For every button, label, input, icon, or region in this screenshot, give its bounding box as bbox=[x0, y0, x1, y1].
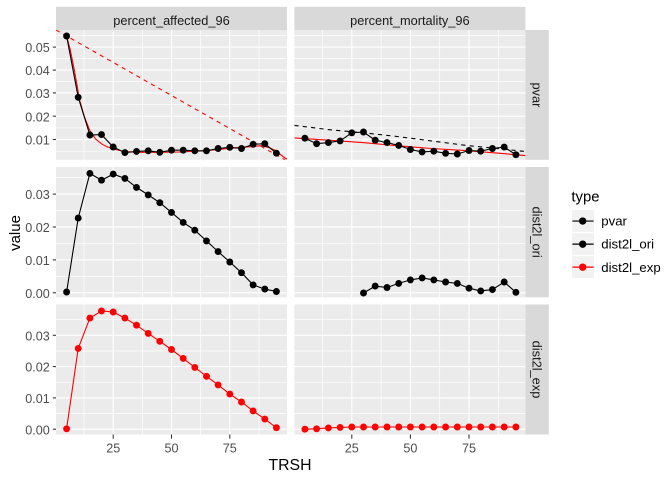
svg-text:percent_affected_96: percent_affected_96 bbox=[113, 13, 229, 28]
svg-text:75: 75 bbox=[223, 442, 237, 456]
svg-text:25: 25 bbox=[106, 442, 120, 456]
svg-text:pvar: pvar bbox=[530, 82, 545, 108]
svg-text:dist2l_exp: dist2l_exp bbox=[530, 341, 545, 399]
svg-text:value: value bbox=[7, 215, 24, 251]
svg-text:75: 75 bbox=[462, 442, 476, 456]
svg-text:0.00: 0.00 bbox=[25, 287, 50, 301]
svg-text:0.01: 0.01 bbox=[25, 392, 50, 406]
svg-text:dist2l_exp: dist2l_exp bbox=[601, 260, 660, 275]
svg-text:0.02: 0.02 bbox=[25, 221, 50, 235]
svg-text:0.02: 0.02 bbox=[25, 110, 50, 124]
svg-text:0.03: 0.03 bbox=[25, 188, 50, 202]
svg-text:0.01: 0.01 bbox=[25, 134, 50, 148]
svg-text:0.05: 0.05 bbox=[25, 41, 50, 55]
svg-text:0.03: 0.03 bbox=[25, 87, 50, 101]
svg-text:50: 50 bbox=[164, 442, 178, 456]
svg-text:0.02: 0.02 bbox=[25, 361, 50, 375]
svg-text:0.03: 0.03 bbox=[25, 329, 50, 343]
svg-text:percent_mortality_96: percent_mortality_96 bbox=[350, 13, 470, 28]
svg-text:type: type bbox=[571, 189, 599, 205]
svg-text:25: 25 bbox=[345, 442, 359, 456]
svg-text:0.01: 0.01 bbox=[25, 254, 50, 268]
svg-text:dist2l_ori: dist2l_ori bbox=[601, 237, 654, 252]
svg-text:0.00: 0.00 bbox=[25, 423, 50, 437]
svg-text:dist2l_ori: dist2l_ori bbox=[530, 206, 545, 257]
svg-text:pvar: pvar bbox=[601, 214, 627, 229]
svg-text:0.04: 0.04 bbox=[25, 64, 50, 78]
svg-text:TRSH: TRSH bbox=[268, 457, 311, 474]
svg-text:50: 50 bbox=[403, 442, 417, 456]
